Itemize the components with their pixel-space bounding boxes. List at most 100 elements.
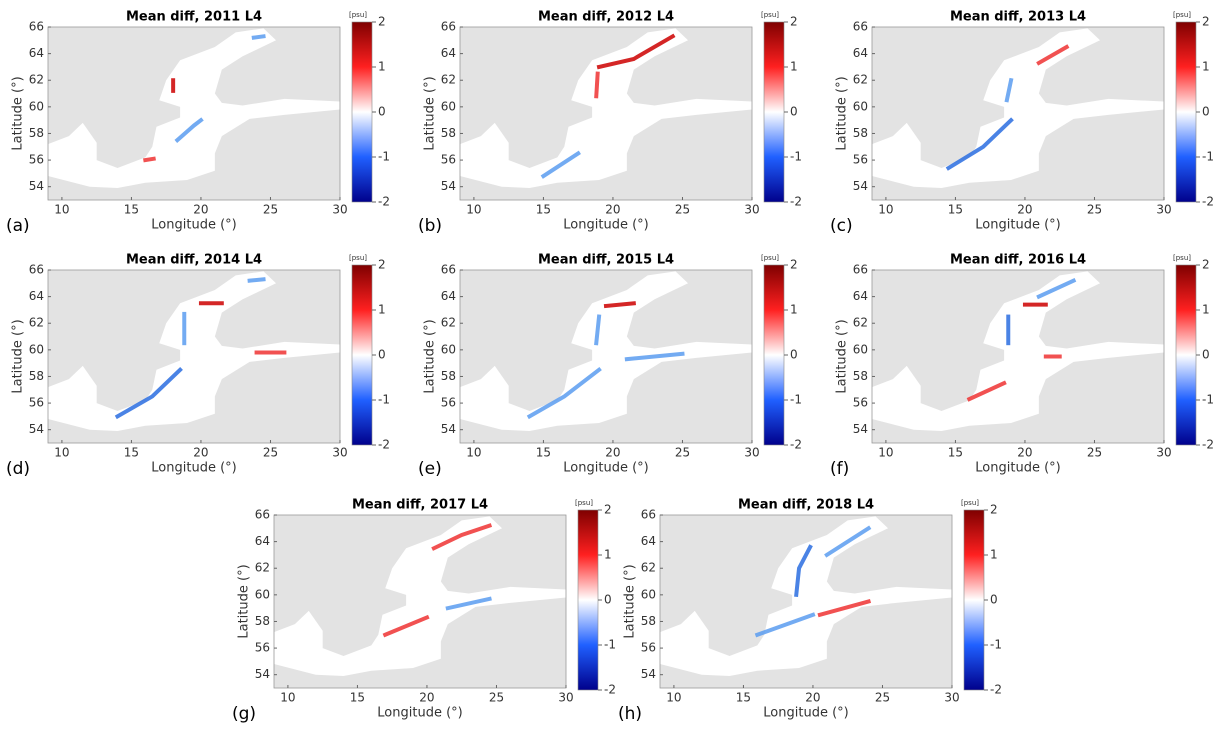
colorbar	[577, 509, 599, 691]
panel-label: (b)	[418, 216, 442, 236]
difference-streak	[1004, 77, 1014, 103]
y-tick-label: 58	[29, 369, 44, 383]
panel-label: (g)	[232, 704, 256, 724]
y-tick-label: 56	[641, 641, 656, 655]
colorbar-tick-label: -1	[990, 638, 1002, 652]
colorbar-tick-label: -1	[1202, 150, 1214, 164]
colorbar-tick-label: 1	[790, 303, 798, 317]
colorbar-unit: [psu]	[575, 499, 593, 507]
colorbar	[763, 264, 785, 446]
y-axis-label: Latitude (°)	[11, 319, 26, 393]
x-axis-label: Longitude (°)	[377, 706, 462, 721]
plot-frame	[871, 269, 1165, 444]
x-tick-label: 10	[54, 203, 69, 217]
y-tick-label: 58	[641, 614, 656, 628]
y-tick-label: 58	[29, 126, 44, 140]
panel-label: (a)	[6, 216, 30, 236]
colorbar	[1175, 264, 1197, 446]
colorbar-tick-label: -1	[790, 393, 802, 407]
difference-streak	[431, 523, 493, 551]
y-tick-label: 58	[853, 126, 868, 140]
x-tick-label: 20	[193, 203, 208, 217]
colorbar-tick-label: 2	[604, 503, 612, 517]
colorbar-tick-label: 0	[990, 593, 998, 607]
difference-streak	[603, 301, 636, 309]
y-tick-label: 64	[853, 289, 868, 303]
colorbar-tick-label: 2	[1202, 15, 1210, 29]
x-axis-label: Longitude (°)	[763, 706, 848, 721]
colorbar-tick-label: 1	[1202, 60, 1210, 74]
y-tick-label: 54	[853, 179, 868, 193]
y-tick-label: 56	[29, 396, 44, 410]
y-tick-label: 62	[255, 561, 270, 575]
y-axis-label: Latitude (°)	[835, 319, 850, 393]
difference-streak	[540, 150, 581, 179]
y-tick-label: 66	[441, 263, 456, 277]
plot-frame	[459, 26, 753, 201]
colorbar-tick-label: 0	[1202, 348, 1210, 362]
y-tick-label: 60	[641, 587, 656, 601]
x-tick-label: 30	[944, 691, 959, 705]
x-tick-label: 30	[332, 203, 347, 217]
x-axis-label: Longitude (°)	[563, 218, 648, 233]
colorbar-tick-label: 0	[378, 348, 386, 362]
colorbar-tick-label: 0	[790, 348, 798, 362]
y-tick-label: 58	[255, 614, 270, 628]
colorbar-tick-label: 1	[990, 548, 998, 562]
y-tick-label: 62	[441, 316, 456, 330]
y-tick-label: 54	[29, 179, 44, 193]
x-tick-label: 10	[878, 203, 893, 217]
difference-streak	[1036, 44, 1070, 66]
y-tick-label: 60	[853, 99, 868, 113]
plot-frame	[47, 269, 341, 444]
colorbar-tick-label: 0	[378, 105, 386, 119]
plot-frame	[459, 269, 753, 444]
difference-streak	[794, 544, 813, 598]
panel-title: Mean diff, 2016 L4	[950, 253, 1086, 268]
panel-title: Mean diff, 2012 L4	[538, 10, 674, 25]
y-tick-label: 64	[29, 46, 44, 60]
x-tick-label: 10	[878, 446, 893, 460]
colorbar-tick-label: 1	[790, 60, 798, 74]
x-tick-label: 20	[1017, 446, 1032, 460]
panel-title: Mean diff, 2013 L4	[950, 10, 1086, 25]
x-tick-label: 25	[489, 691, 504, 705]
difference-streak	[114, 366, 183, 420]
colorbar-tick-label: -1	[790, 150, 802, 164]
difference-streak	[251, 34, 266, 40]
sea	[660, 516, 952, 677]
colorbar-tick-label: -1	[1202, 393, 1214, 407]
difference-streak	[594, 314, 602, 346]
colorbar-tick-label: -2	[1202, 195, 1214, 209]
x-tick-label: 30	[558, 691, 573, 705]
x-tick-label: 25	[675, 203, 690, 217]
colorbar-tick-label: -1	[378, 150, 390, 164]
colorbar-unit: [psu]	[1173, 11, 1191, 19]
y-tick-label: 60	[441, 342, 456, 356]
difference-streak	[624, 351, 685, 362]
panel-title: Mean diff, 2015 L4	[538, 253, 674, 268]
colorbar-tick-label: 2	[378, 15, 386, 29]
y-tick-label: 56	[255, 641, 270, 655]
colorbar-unit: [psu]	[961, 499, 979, 507]
x-tick-label: 20	[805, 691, 820, 705]
y-axis-label: Latitude (°)	[835, 76, 850, 150]
y-tick-label: 66	[29, 20, 44, 34]
y-tick-label: 64	[853, 46, 868, 60]
x-tick-label: 15	[124, 446, 139, 460]
y-tick-label: 56	[853, 396, 868, 410]
colorbar-tick-label: 1	[378, 60, 386, 74]
y-tick-label: 64	[441, 289, 456, 303]
y-tick-label: 64	[29, 289, 44, 303]
y-tick-label: 62	[29, 73, 44, 87]
colorbar-tick-label: 2	[1202, 258, 1210, 272]
panel-label: (e)	[418, 459, 442, 479]
panel-title: Mean diff, 2018 L4	[738, 498, 874, 513]
y-tick-label: 58	[853, 369, 868, 383]
x-tick-label: 10	[466, 446, 481, 460]
difference-streak	[594, 71, 600, 99]
colorbar-tick-label: 0	[1202, 105, 1210, 119]
